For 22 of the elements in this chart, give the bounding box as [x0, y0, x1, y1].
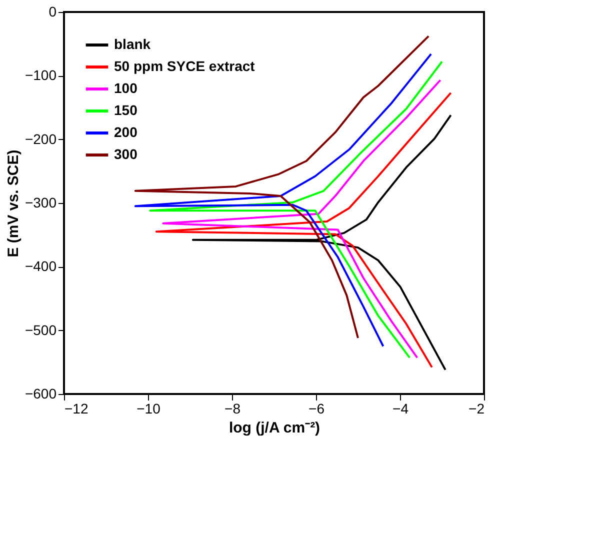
y-axis-title: E (mV vs. SCE) — [4, 150, 22, 258]
y-tick-label: −200 — [24, 130, 57, 147]
legend-label: 50 ppm SYCE extract — [114, 58, 256, 74]
x-tick-label: −8 — [224, 400, 241, 416]
y-tick-label: 0 — [48, 4, 57, 20]
y-tick-label: −300 — [24, 194, 57, 210]
x-axis-title: log (j/A cm⁻²) — [228, 420, 320, 436]
legend-label: 150 — [114, 102, 138, 118]
x-tick-label: −6 — [308, 400, 325, 416]
y-tick-label: −400 — [24, 258, 57, 274]
x-tick-label: −2 — [468, 400, 485, 416]
line-series — [192, 114, 452, 371]
x-tick-label: −10 — [136, 400, 161, 416]
y-tick-label: −600 — [24, 386, 57, 402]
x-tick-label: −4 — [392, 400, 409, 416]
legend-label: 300 — [114, 146, 138, 162]
y-tick-label: −100 — [24, 67, 57, 84]
legend-label: 200 — [114, 124, 138, 140]
legend-label: 100 — [114, 80, 138, 96]
y-tick-label: −500 — [24, 322, 57, 338]
legend-label: blank — [114, 36, 151, 52]
x-tick-label: −12 — [64, 400, 88, 416]
